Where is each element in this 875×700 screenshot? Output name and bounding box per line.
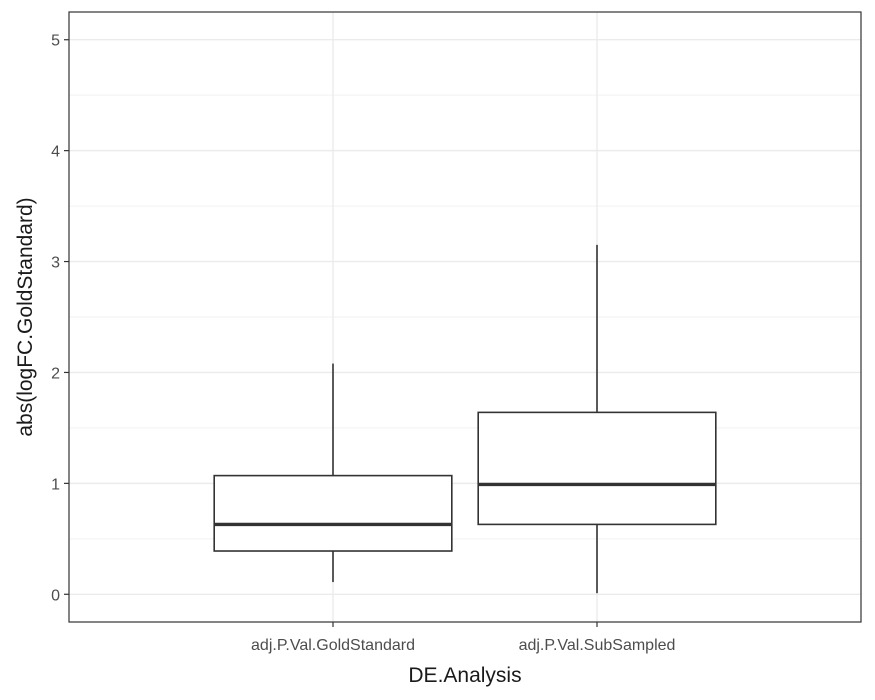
y-tick-label: 4	[51, 144, 60, 161]
box-iqr	[477, 411, 717, 526]
y-tick-label: 3	[51, 255, 60, 272]
y-tick-label: 2	[51, 365, 60, 382]
y-tick-label: 1	[51, 476, 60, 493]
boxes	[213, 244, 717, 594]
y-tick-label: 0	[51, 587, 60, 604]
x-tick-label: adj.P.Val.GoldStandard	[251, 637, 415, 654]
x-axis-title: DE.Analysis	[408, 664, 521, 687]
y-axis-title: abs(logFC.GoldStandard)	[14, 197, 37, 436]
panel-border	[68, 11, 862, 623]
axes: 0 1 2 3 4 5 adj.P.Val.GoldStandard adj.P.Val.Su…	[51, 33, 675, 654]
y-tick-label: 5	[51, 33, 60, 50]
box-iqr	[213, 474, 453, 552]
x-tick-label: adj.P.Val.SubSampled	[519, 637, 676, 654]
grid-lines	[69, 12, 861, 622]
